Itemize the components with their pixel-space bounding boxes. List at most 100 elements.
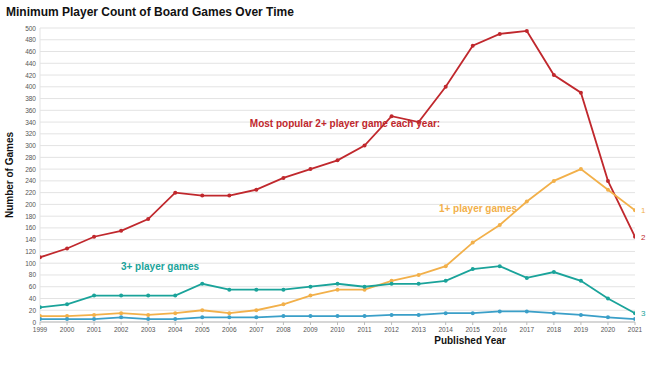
series-point [92, 235, 96, 239]
series-point [40, 255, 42, 259]
x-tick [364, 322, 365, 325]
grid-line [40, 98, 635, 99]
end-label: 3 [641, 309, 646, 318]
y-tick-label: 160 [25, 224, 36, 231]
series-point [498, 309, 502, 313]
x-tick-label: 2011 [358, 326, 372, 333]
grid-line [40, 204, 635, 205]
x-tick-label: 2006 [222, 326, 237, 333]
plot-area [40, 29, 635, 321]
series-point [525, 29, 529, 33]
y-tick-label: 20 [29, 307, 37, 314]
x-tick [202, 322, 203, 325]
series-point [471, 241, 475, 245]
series-point [281, 314, 285, 318]
series-point [552, 311, 556, 315]
x-tick [67, 322, 68, 325]
series-point [173, 294, 177, 298]
series-point [471, 267, 475, 271]
series-point [92, 317, 96, 321]
series-point [119, 229, 123, 233]
series-point [336, 158, 340, 162]
series-point [552, 179, 556, 183]
series-point [336, 282, 340, 286]
series-point [606, 315, 610, 319]
y-tick-label: 40 [29, 295, 37, 302]
x-tick-label: 2019 [574, 326, 589, 333]
series-point [308, 167, 312, 171]
x-tick-label: 2013 [411, 326, 426, 333]
series-point [200, 315, 204, 319]
x-tick-label: 2016 [493, 326, 508, 333]
x-tick [635, 322, 636, 325]
series-point [417, 273, 421, 277]
series-point [417, 313, 421, 317]
series-point [606, 296, 610, 300]
end-label: 2 [641, 233, 646, 242]
series-point [552, 73, 556, 77]
x-tick-label: 2007 [249, 326, 264, 333]
series-point [146, 313, 150, 317]
series-point [444, 311, 448, 315]
series-point [390, 313, 394, 317]
x-tick-label: 2010 [330, 326, 345, 333]
x-tick [526, 322, 527, 325]
grid-line [40, 110, 635, 111]
y-tick-label: 440 [25, 60, 36, 67]
x-tick-label: 2000 [60, 326, 75, 333]
series-point [525, 199, 529, 203]
y-tick-label: 100 [25, 260, 36, 267]
series-point [119, 294, 123, 298]
series-point [146, 294, 150, 298]
grid-line [40, 39, 635, 40]
x-tick [40, 322, 41, 325]
x-tick [418, 322, 419, 325]
x-tick [283, 322, 284, 325]
x-tick-label: 2017 [520, 326, 535, 333]
series-point [308, 314, 312, 318]
y-tick-label: 120 [25, 248, 36, 255]
x-tick [121, 322, 122, 325]
x-tick [580, 322, 581, 325]
series-point [579, 91, 583, 95]
grid-line [40, 75, 635, 76]
series-point [579, 167, 583, 171]
y-tick-label: 80 [29, 271, 37, 278]
x-tick-label: 2021 [628, 326, 643, 333]
grid-line [40, 180, 635, 181]
x-tick-label: 2001 [87, 326, 102, 333]
x-tick-label: 2020 [601, 326, 616, 333]
y-axis-line [40, 28, 41, 322]
series-point [336, 314, 340, 318]
series-point [498, 32, 502, 36]
grid-line [40, 133, 635, 134]
x-tick-label: 2015 [465, 326, 480, 333]
grid-line [40, 169, 635, 170]
series-line [40, 31, 635, 257]
series-point [119, 315, 123, 319]
y-tick-label: 380 [25, 95, 36, 102]
x-tick [337, 322, 338, 325]
series-point [498, 264, 502, 268]
y-tick-label: 60 [29, 283, 37, 290]
series-point [254, 188, 258, 192]
series-annotation: Most popular 2+ player game each year: [250, 118, 440, 129]
series-point [254, 315, 258, 319]
series-point [390, 282, 394, 286]
x-tick [553, 322, 554, 325]
series-point [498, 223, 502, 227]
y-tick-label: 140 [25, 236, 36, 243]
series-point [606, 179, 610, 183]
series-point [417, 282, 421, 286]
grid-line [40, 28, 635, 29]
series-point [363, 314, 367, 318]
series-point [65, 247, 69, 251]
y-tick-label: 360 [25, 107, 36, 114]
y-tick-label: 240 [25, 177, 36, 184]
x-tick-label: 2014 [438, 326, 453, 333]
x-tick [94, 322, 95, 325]
series-point [525, 276, 529, 280]
series-point [40, 317, 42, 321]
x-tick [310, 322, 311, 325]
grid-line [40, 239, 635, 240]
